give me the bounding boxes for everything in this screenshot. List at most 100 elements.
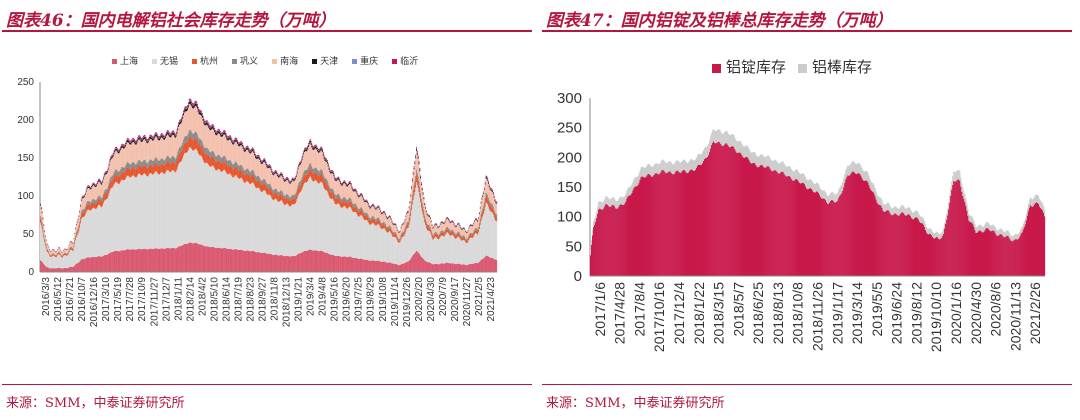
right-bar-ingot — [756, 166, 758, 276]
left-bar-segment — [293, 178, 295, 180]
left-bar-segment — [491, 191, 493, 204]
left-bar-segment — [486, 178, 488, 194]
left-bar-segment — [42, 262, 44, 272]
left-bar-segment — [178, 164, 180, 247]
left-bar-segment — [130, 140, 132, 142]
left-bar-segment — [304, 147, 306, 149]
left-bar-segment — [461, 236, 462, 238]
left-bar-segment — [134, 168, 135, 177]
left-bar-segment — [122, 172, 124, 180]
left-bar-segment — [454, 235, 456, 239]
left-bar-segment — [456, 237, 458, 264]
left-bar-segment — [145, 174, 147, 250]
left-bar-segment — [129, 140, 131, 142]
left-bar-segment — [267, 188, 269, 195]
left-bar-segment — [268, 188, 270, 195]
left-bar-segment — [93, 183, 95, 185]
left-bar-segment — [205, 121, 207, 123]
left-bar-segment — [159, 135, 161, 138]
left-bar-segment — [93, 198, 95, 203]
left-bar-segment — [247, 148, 249, 151]
right-bar-ingot — [714, 142, 716, 276]
left-bar-segment — [412, 254, 414, 272]
left-bar-segment — [281, 173, 283, 175]
left-bar-segment — [413, 167, 415, 170]
left-bar-segment — [97, 200, 99, 207]
left-bar-segment — [83, 209, 85, 213]
left-bar-segment — [215, 162, 217, 171]
left-bar-segment — [58, 247, 60, 252]
left-bar-segment — [320, 150, 322, 170]
left-bar-segment — [439, 224, 441, 226]
right-bar-rod — [788, 165, 790, 176]
left-bar-segment — [121, 171, 123, 180]
left-bar-segment — [217, 130, 219, 132]
left-bar-segment — [85, 207, 87, 213]
left-bar-segment — [467, 239, 469, 242]
left-bar-segment — [84, 211, 86, 217]
left-bar-segment — [385, 228, 387, 232]
left-bar-segment — [284, 195, 286, 200]
left-bar-segment — [57, 254, 59, 256]
right-bar-ingot — [759, 165, 761, 276]
left-bar-segment — [159, 165, 161, 175]
left-bar-segment — [452, 221, 454, 223]
left-x-tick-label: 2018/12/13 — [282, 277, 293, 327]
left-bar-segment — [59, 252, 61, 254]
left-bar-segment — [297, 189, 299, 197]
left-bar-segment — [218, 128, 220, 131]
left-bar-segment — [352, 190, 354, 204]
left-y-tick-label: 200 — [17, 115, 34, 126]
left-bar-segment — [74, 241, 76, 244]
right-bar-rod — [683, 159, 685, 171]
left-bar-segment — [236, 142, 238, 163]
left-bar-segment — [86, 210, 88, 258]
left-bar-segment — [232, 177, 234, 250]
left-bar-segment — [382, 212, 384, 214]
left-bar-segment — [238, 146, 240, 166]
right-bar-ingot — [784, 175, 786, 276]
left-bar-segment — [180, 152, 182, 162]
left-bar-segment — [192, 108, 194, 134]
left-bar-segment — [274, 192, 276, 199]
left-bar-segment — [300, 252, 302, 272]
left-bar-segment — [326, 179, 328, 184]
left-bar-segment — [365, 200, 367, 202]
left-bar-segment — [385, 262, 387, 272]
left-bar-segment — [187, 105, 189, 108]
left-bar-segment — [53, 254, 55, 257]
left-bar-segment — [490, 203, 492, 207]
left-bar-segment — [177, 166, 179, 248]
left-bar-segment — [452, 222, 454, 231]
left-bar-segment — [299, 181, 301, 187]
left-bar-segment — [155, 133, 157, 135]
left-bar-segment — [143, 248, 144, 272]
left-bar-segment — [82, 195, 84, 197]
left-bar-segment — [410, 195, 412, 197]
left-bar-segment — [268, 164, 270, 166]
left-bar-segment — [369, 208, 371, 219]
left-bar-segment — [264, 179, 266, 185]
left-bar-segment — [261, 191, 263, 254]
left-bar-segment — [182, 158, 184, 246]
left-bar-segment — [393, 224, 395, 233]
left-bar-segment — [343, 183, 345, 198]
left-bar-segment — [131, 168, 133, 177]
left-bar-segment — [380, 223, 382, 228]
left-bar-segment — [385, 215, 387, 217]
left-bar-segment — [160, 137, 162, 159]
right-bar-ingot — [600, 208, 602, 276]
left-bar-segment — [219, 160, 221, 170]
right-bar-ingot — [627, 196, 629, 276]
right-bar-ingot — [748, 159, 750, 276]
left-bar-segment — [230, 136, 232, 138]
left-bar-segment — [277, 255, 279, 272]
left-bar-segment — [330, 171, 332, 174]
left-bar-segment — [245, 182, 247, 251]
left-bar-segment — [316, 147, 318, 148]
left-bar-segment — [439, 232, 441, 235]
left-bar-segment — [111, 252, 113, 272]
left-bar-segment — [323, 158, 325, 177]
left-bar-segment — [251, 149, 253, 152]
left-bar-segment — [468, 239, 470, 265]
